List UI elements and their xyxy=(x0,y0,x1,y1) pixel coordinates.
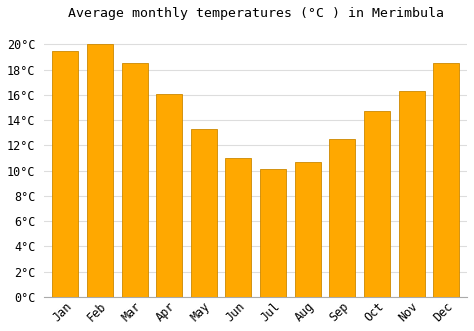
Bar xyxy=(329,139,356,297)
Bar xyxy=(226,158,251,297)
Bar xyxy=(399,91,425,297)
Bar xyxy=(260,169,286,297)
Title: Average monthly temperatures (°C ) in Merimbula: Average monthly temperatures (°C ) in Me… xyxy=(68,7,444,20)
Bar xyxy=(121,63,147,297)
Bar xyxy=(156,94,182,297)
Bar xyxy=(433,63,459,297)
Bar xyxy=(87,44,113,297)
Bar xyxy=(295,162,321,297)
Bar xyxy=(191,129,217,297)
Bar xyxy=(52,51,78,297)
Bar xyxy=(364,111,390,297)
